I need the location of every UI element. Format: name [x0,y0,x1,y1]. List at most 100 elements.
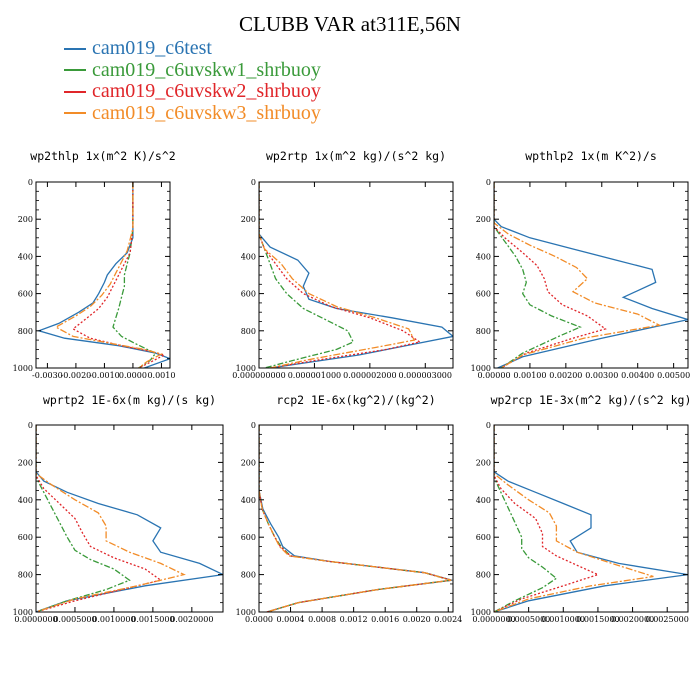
y-tick-label: 1000 [236,608,256,617]
series-line [259,182,453,368]
chart-panel: wprtp2 1E-6x(m kg)/(s kg) 0 200 400 600 800 10… [13,393,224,624]
series-line [259,182,416,368]
legend-swatch [64,69,86,72]
plot-frame [35,181,171,369]
series-line [494,425,558,612]
x-tick-label: 0.000002000 [343,371,396,380]
x-tick-label: 0.00200 [549,371,582,380]
x-tick-label: 0.0004 [277,615,305,624]
x-tick-label: 0.000000000 [232,371,285,380]
chart-title: wpthlp2 1x(m K^2)/s [525,149,657,163]
legend-label: cam019_c6uvskw3_shrbuoy [92,101,321,124]
x-tick-label: 0.0020000 [611,615,654,624]
y-tick-label: 1000 [13,608,33,617]
x-tick-label: 0.0020 [403,615,431,624]
x-tick-label: 0.0000 [245,615,273,624]
y-tick-label: 0 [251,178,256,187]
plot-frame [258,181,454,369]
series-line [494,182,688,368]
chart-title: wp2rtp 1x(m^2 kg)/(s^2 kg) [266,149,446,163]
chart-title: rcp2 1E-6x(kg^2)/(kg^2) [276,393,435,407]
series-line [71,182,167,368]
y-tick-label: 0 [28,421,33,430]
x-tick-label: 0.0010000 [92,615,135,624]
series-line [494,182,662,368]
chart-title: wp2thlp 1x(m^2 K)/s^2 [30,149,175,163]
x-tick-label: 0.0025000 [646,615,689,624]
page-title: CLUBB VAR at311E,56N [239,12,461,36]
y-tick-label: 800 [241,327,256,336]
y-tick-label: 1000 [236,364,256,373]
x-tick-label: 0.0024 [434,615,462,624]
series-line [494,425,654,612]
x-tick-label: 0.0012 [340,615,368,624]
y-tick-label: 800 [476,571,491,580]
y-tick-label: 1000 [471,364,491,373]
y-tick-label: 400 [476,496,491,505]
x-tick-label: 0.0005000 [53,615,96,624]
y-tick-label: 200 [241,215,256,224]
legend-label: cam019_c6test [92,37,212,60]
x-tick-label: 0.0010000 [542,615,585,624]
x-tick-label: 0.0015000 [576,615,619,624]
y-tick-label: 800 [241,571,256,580]
y-tick-label: 1000 [471,608,491,617]
x-tick-label: 0.00500 [657,371,690,380]
series-line [112,182,157,368]
series-line [494,425,600,612]
y-tick-label: 600 [18,533,33,542]
y-tick-label: 600 [476,533,491,542]
legend-item: cam019_c6uvskw3_shrbuoy [64,101,321,125]
x-tick-label: 0.0008 [308,615,336,624]
legend-label: cam019_c6uvskw2_shrbuoy [92,80,321,103]
chart-panel: rcp2 1E-6x(kg^2)/(kg^2) 0 200 400 600 800 1000… [236,393,463,624]
y-tick-label: 800 [476,327,491,336]
series-line [54,182,164,368]
y-tick-label: 0 [251,421,256,430]
chart-panel: wp2thlp 1x(m^2 K)/s^202004006008001000-0… [13,149,176,380]
y-tick-label: 200 [18,215,33,224]
legend-item: cam019_c6test [64,38,321,60]
series-line [494,182,607,368]
legend-item: cam019_c6uvskw1_shrbuoy [64,59,321,82]
chart-title: wp2rcp 1E-3x(m^2 kg)/(s^2 kg) [491,393,692,407]
legend-swatch [64,90,86,93]
x-tick-label: 0.0020000 [170,615,213,624]
series-line [36,425,131,612]
series-line [494,425,688,612]
x-tick-label: 0.0005000 [507,615,550,624]
series-line [259,425,452,612]
legend-swatch [64,47,86,50]
y-tick-label: 0 [28,178,33,187]
legend-item: cam019_c6uvskw2_shrbuoy [64,81,321,103]
legend-swatch [64,112,86,115]
x-tick-label: 0.00000 [477,371,510,380]
x-tick-label: -0.0030 [32,371,63,380]
y-tick-label: 600 [18,290,33,299]
plot-frame [35,424,224,613]
y-tick-label: 600 [241,533,256,542]
series-line [259,182,422,368]
x-tick-label: -0.0010 [89,371,120,380]
y-tick-label: 400 [476,252,491,261]
x-tick-label: 0.000003000 [399,371,452,380]
y-tick-label: 400 [241,252,256,261]
y-tick-label: 800 [18,571,33,580]
y-tick-label: 0 [486,178,491,187]
x-tick-label: -0.0020 [61,371,92,380]
x-tick-label: 0.0010 [147,371,175,380]
x-tick-label: 0.00300 [585,371,618,380]
chart-panel: wp2rtp 1x(m^2 kg)/(s^2 kg) 0 200 400 600 800 1… [232,149,454,380]
chart-panel: wpthlp2 1x(m K^2)/s020040060080010000.00… [471,149,691,380]
series-line [36,425,163,612]
y-tick-label: 200 [18,458,33,467]
x-tick-label: 0.00100 [513,371,546,380]
x-tick-label: 0.00400 [621,371,654,380]
x-tick-label: 0.0000 [119,371,147,380]
x-tick-label: 0.000001000 [288,371,341,380]
y-tick-label: 1000 [13,364,33,373]
y-tick-label: 0 [486,421,491,430]
chart-title: wprtp2 1E-6x(m kg)/(s kg) [43,393,216,407]
y-tick-label: 400 [18,252,33,261]
